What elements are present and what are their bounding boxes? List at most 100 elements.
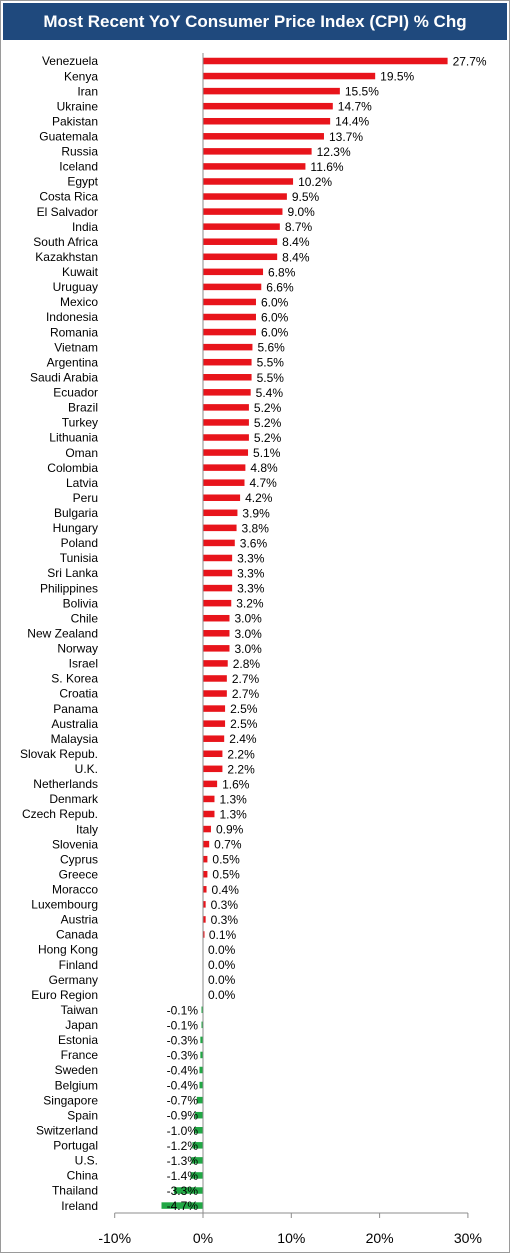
bar-poland [203, 539, 235, 547]
value-label-s-korea: 2.7% [232, 672, 260, 686]
bar-lithuania [203, 434, 249, 441]
bar-bulgaria [203, 509, 238, 517]
bar-u-k [203, 765, 223, 773]
category-label-russia: Russia [61, 145, 98, 159]
category-label-hong-kong: Hong Kong [38, 943, 98, 957]
bar-iceland [203, 163, 306, 170]
chart-title: Most Recent YoY Consumer Price Index (CP… [3, 3, 507, 40]
category-label-venezuela: Venezuela [42, 54, 98, 68]
bar-sweden [199, 1066, 203, 1074]
value-label-japan: -0.1% [167, 1018, 199, 1032]
category-label-norway: Norway [57, 642, 98, 656]
bar-estonia [200, 1036, 203, 1044]
bar-turkey [203, 419, 249, 426]
value-label-colombia: 4.8% [250, 461, 278, 475]
category-label-thailand: Thailand [52, 1184, 98, 1198]
value-label-turkey: 5.2% [254, 416, 282, 430]
bar-malaysia [203, 735, 225, 742]
bar-u-s [191, 1157, 203, 1164]
value-label-denmark: 1.3% [219, 792, 247, 806]
bar-portugal [192, 1142, 203, 1149]
value-label-venezuela: 27.7% [453, 55, 487, 69]
value-label-el-salvador: 9.0% [287, 205, 315, 219]
category-label-pakistan: Pakistan [52, 114, 98, 128]
bar-kuwait [203, 268, 264, 276]
bar-luxembourg [203, 901, 206, 908]
category-label-argentina: Argentina [47, 355, 99, 369]
value-label-israel: 2.8% [233, 657, 261, 671]
bar-romania [203, 328, 256, 336]
category-label-el-salvador: El Salvador [37, 205, 98, 219]
bar-spain [195, 1111, 203, 1119]
category-label-philippines: Philippines [40, 581, 98, 595]
category-label-ireland: Ireland [61, 1199, 98, 1213]
value-label-tunisia: 3.3% [237, 551, 265, 565]
category-label-canada: Canada [56, 928, 98, 942]
category-label-uruguay: Uruguay [53, 280, 98, 294]
category-label-vietnam: Vietnam [54, 340, 98, 354]
bar-denmark [203, 795, 215, 803]
value-label-greece: 0.5% [212, 868, 240, 882]
bar-sri-lanka [203, 569, 233, 577]
bar-slovak-repub [203, 750, 223, 758]
category-label-estonia: Estonia [58, 1033, 98, 1047]
bar-russia [203, 148, 312, 155]
value-label-france: -0.3% [167, 1048, 199, 1062]
bar-netherlands [203, 780, 218, 788]
category-label-u-k: U.K. [75, 762, 98, 776]
value-label-ukraine: 14.7% [338, 100, 372, 114]
value-label-u-s: -1.3% [167, 1154, 199, 1168]
value-label-netherlands: 1.6% [222, 777, 250, 791]
value-label-china: -1.4% [167, 1169, 199, 1183]
bar-south-africa [203, 238, 278, 245]
bar-moracco [203, 886, 207, 893]
category-label-ecuador: Ecuador [53, 386, 98, 400]
value-label-iran: 15.5% [345, 85, 379, 99]
bar-slovenia [203, 840, 210, 848]
bar-norway [203, 645, 230, 652]
x-ticks-group: -10% 0% 10% 20% 30% [98, 1213, 482, 1246]
category-label-luxembourg: Luxembourg [31, 898, 98, 912]
bar-bolivia [203, 599, 232, 607]
category-label-india: India [72, 220, 98, 234]
value-label-lithuania: 5.2% [254, 431, 282, 445]
value-label-sri-lanka: 3.3% [237, 567, 265, 581]
bar-switzerland [194, 1127, 203, 1134]
bar-oman [203, 449, 249, 456]
category-label-oman: Oman [65, 446, 98, 460]
value-label-croatia: 2.7% [232, 687, 260, 701]
bar-guatemala [203, 133, 324, 140]
category-label-netherlands: Netherlands [33, 777, 98, 791]
category-label-new-zealand: New Zealand [27, 626, 98, 640]
value-label-euro-region: 0.0% [208, 988, 236, 1002]
bars-group [161, 57, 448, 1209]
bar-peru [203, 494, 241, 501]
value-label-costa-rica: 9.5% [292, 190, 320, 204]
value-label-saudi-arabia: 5.5% [257, 371, 285, 385]
value-label-bolivia: 3.2% [236, 597, 264, 611]
value-label-argentina: 5.5% [257, 356, 285, 370]
value-label-taiwan: -0.1% [167, 1003, 199, 1017]
bar-pakistan [203, 117, 331, 125]
value-label-kazakhstan: 8.4% [282, 250, 310, 264]
value-label-south-africa: 8.4% [282, 235, 310, 249]
value-label-norway: 3.0% [234, 642, 262, 656]
x-tick-label: 20% [366, 1230, 394, 1246]
value-label-panama: 2.5% [230, 702, 258, 716]
category-label-slovak-repub: Slovak Repub. [20, 747, 98, 761]
category-label-japan: Japan [65, 1018, 98, 1032]
category-label-romania: Romania [50, 325, 98, 339]
category-label-sweden: Sweden [55, 1063, 98, 1077]
value-label-russia: 12.3% [317, 145, 351, 159]
category-label-taiwan: Taiwan [61, 1003, 98, 1017]
value-label-thailand: -3.3% [167, 1184, 199, 1198]
value-label-canada: 0.1% [209, 928, 237, 942]
bar-croatia [203, 690, 227, 697]
value-label-slovenia: 0.7% [214, 838, 242, 852]
bar-ukraine [203, 102, 333, 110]
value-label-sweden: -0.4% [167, 1064, 199, 1078]
category-label-south-africa: South Africa [33, 235, 98, 249]
bar-kazakhstan [203, 253, 278, 261]
value-label-spain: -0.9% [167, 1109, 199, 1123]
category-label-belgium: Belgium [55, 1078, 98, 1092]
